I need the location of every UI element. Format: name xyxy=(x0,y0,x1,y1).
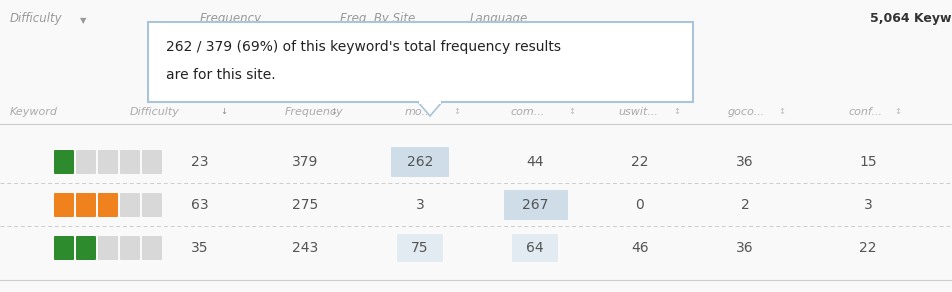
Text: 22: 22 xyxy=(860,241,877,255)
FancyBboxPatch shape xyxy=(54,236,74,260)
Text: goco...: goco... xyxy=(728,107,765,117)
Text: 262 / 379 (69%) of this keyword's total frequency results: 262 / 379 (69%) of this keyword's total … xyxy=(166,40,561,54)
FancyBboxPatch shape xyxy=(54,150,74,174)
Text: ↕: ↕ xyxy=(568,107,575,117)
Text: 36: 36 xyxy=(736,155,754,169)
Text: ↕: ↕ xyxy=(778,107,785,117)
Text: com...: com... xyxy=(510,107,545,117)
Text: Language: Language xyxy=(470,12,528,25)
FancyBboxPatch shape xyxy=(504,190,568,220)
Text: are for this site.: are for this site. xyxy=(166,68,276,82)
Polygon shape xyxy=(419,101,441,104)
Text: ↕: ↕ xyxy=(673,107,680,117)
Text: 5,064 Keyw: 5,064 Keyw xyxy=(870,12,952,25)
Text: 267: 267 xyxy=(522,198,548,212)
Text: 262: 262 xyxy=(407,155,433,169)
Text: 3: 3 xyxy=(863,198,872,212)
Text: 23: 23 xyxy=(191,155,208,169)
Text: 243: 243 xyxy=(292,241,318,255)
Text: mo...: mo... xyxy=(405,107,433,117)
Text: uswit...: uswit... xyxy=(618,107,658,117)
Text: 15: 15 xyxy=(860,155,877,169)
FancyBboxPatch shape xyxy=(120,236,140,260)
Text: 75: 75 xyxy=(411,241,428,255)
Text: ↓: ↓ xyxy=(220,107,227,117)
FancyBboxPatch shape xyxy=(98,236,118,260)
Text: 63: 63 xyxy=(191,198,208,212)
FancyBboxPatch shape xyxy=(142,236,162,260)
FancyBboxPatch shape xyxy=(98,150,118,174)
FancyBboxPatch shape xyxy=(54,193,74,217)
Text: 44: 44 xyxy=(526,155,544,169)
Text: 379: 379 xyxy=(292,155,318,169)
FancyBboxPatch shape xyxy=(142,150,162,174)
Text: Difficulty: Difficulty xyxy=(130,107,180,117)
FancyBboxPatch shape xyxy=(76,193,96,217)
Polygon shape xyxy=(418,102,442,116)
FancyBboxPatch shape xyxy=(397,234,443,262)
Text: 46: 46 xyxy=(631,241,649,255)
Text: Frequency: Frequency xyxy=(285,107,344,117)
Text: 2: 2 xyxy=(741,198,749,212)
Text: 64: 64 xyxy=(526,241,544,255)
Text: ↓: ↓ xyxy=(330,107,337,117)
FancyBboxPatch shape xyxy=(120,193,140,217)
FancyBboxPatch shape xyxy=(148,22,693,102)
Text: Freq. By Site: Freq. By Site xyxy=(340,12,415,25)
Text: Frequency: Frequency xyxy=(200,12,262,25)
FancyBboxPatch shape xyxy=(142,193,162,217)
Text: 275: 275 xyxy=(292,198,318,212)
Text: 36: 36 xyxy=(736,241,754,255)
Text: conf...: conf... xyxy=(848,107,882,117)
Text: 22: 22 xyxy=(631,155,648,169)
Text: ↕: ↕ xyxy=(894,107,901,117)
FancyBboxPatch shape xyxy=(76,150,96,174)
FancyBboxPatch shape xyxy=(76,236,96,260)
Text: 35: 35 xyxy=(191,241,208,255)
Text: ↕: ↕ xyxy=(453,107,460,117)
FancyBboxPatch shape xyxy=(98,193,118,217)
Text: Keyword: Keyword xyxy=(10,107,58,117)
Text: 0: 0 xyxy=(636,198,645,212)
Text: 3: 3 xyxy=(416,198,425,212)
FancyBboxPatch shape xyxy=(120,150,140,174)
FancyBboxPatch shape xyxy=(512,234,558,262)
FancyBboxPatch shape xyxy=(391,147,449,177)
Text: ▼: ▼ xyxy=(80,16,87,25)
Text: Difficulty: Difficulty xyxy=(10,12,63,25)
